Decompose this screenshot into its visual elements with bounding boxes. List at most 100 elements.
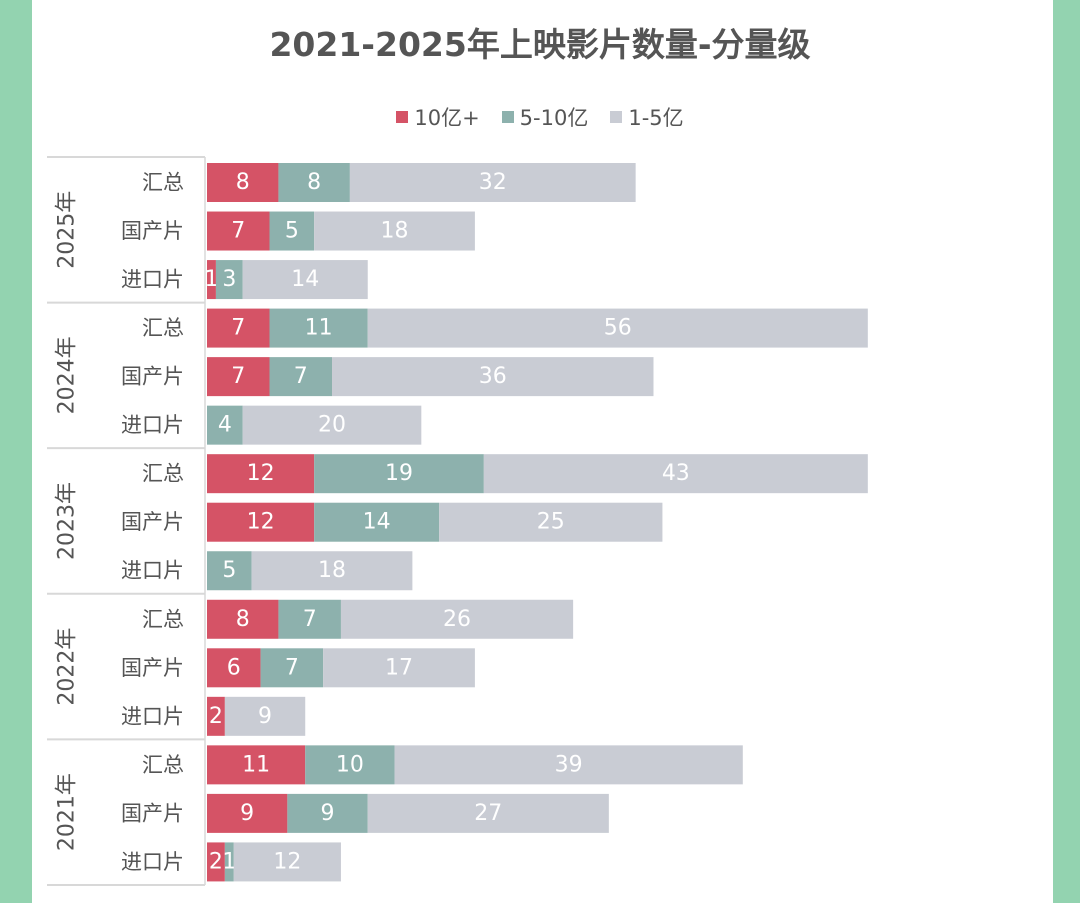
data-label: 14 — [291, 267, 319, 292]
data-label: 1 — [204, 267, 218, 292]
data-label: 7 — [231, 316, 245, 341]
bar-segment — [323, 648, 475, 688]
data-label: 11 — [242, 752, 270, 777]
category-label: 进口片 — [121, 559, 184, 583]
bar-segment — [207, 696, 225, 736]
bar-segment — [278, 599, 341, 639]
data-label: 9 — [240, 801, 254, 826]
legend-item-10yi-plus: 10亿+ — [396, 102, 480, 132]
year-label: 2021年 — [55, 773, 80, 851]
bar-segment — [207, 357, 270, 397]
category-label: 汇总 — [142, 171, 184, 195]
category-label: 国产片 — [121, 801, 184, 825]
data-label: 18 — [381, 219, 409, 244]
data-label: 56 — [604, 316, 632, 341]
data-label: 19 — [385, 461, 413, 486]
bar-segment — [207, 599, 279, 639]
data-label: 10 — [336, 752, 364, 777]
bar-segment — [439, 502, 663, 542]
data-label: 36 — [479, 364, 507, 389]
bar-segment — [207, 405, 243, 445]
chart-title: 2021-2025年上映影片数量-分量级 — [269, 25, 811, 64]
category-label: 国产片 — [121, 219, 184, 243]
data-label: 6 — [227, 655, 241, 680]
category-label: 国产片 — [121, 656, 184, 680]
data-label: 5 — [222, 558, 236, 583]
category-label: 国产片 — [121, 365, 184, 389]
data-label: 39 — [555, 752, 583, 777]
bar-segment — [314, 502, 440, 542]
data-label: 9 — [258, 704, 272, 729]
bar-segment — [207, 502, 315, 542]
bar-segment — [207, 842, 225, 882]
data-label: 8 — [236, 170, 250, 195]
data-label: 4 — [218, 413, 232, 438]
bar-segment — [340, 599, 574, 639]
bar-segment — [207, 745, 306, 785]
category-label: 汇总 — [142, 316, 184, 340]
bar-segment — [305, 745, 395, 785]
data-label: 12 — [247, 461, 275, 486]
category-label: 国产片 — [121, 510, 184, 534]
bar-segment — [394, 745, 743, 785]
data-label: 5 — [285, 219, 299, 244]
bar-segment — [207, 260, 216, 300]
legend-swatch-red — [396, 111, 409, 123]
legend-label: 10亿+ — [414, 106, 480, 130]
legend-label: 1-5亿 — [628, 106, 684, 130]
bar-segment — [207, 211, 270, 251]
legend-item-1-5yi: 1-5亿 — [610, 102, 684, 132]
bar-segment — [367, 793, 609, 833]
year-label: 2024年 — [55, 336, 80, 414]
legend-swatch-teal — [501, 111, 514, 123]
year-label: 2025年 — [55, 191, 80, 269]
bar-segment — [278, 163, 350, 202]
data-label: 9 — [321, 801, 335, 826]
data-label: 12 — [273, 849, 301, 874]
bar-segment — [207, 551, 252, 591]
bar-segment — [269, 308, 368, 348]
data-label: 7 — [303, 607, 317, 632]
bar-segment — [207, 648, 261, 688]
bar-segment — [287, 793, 368, 833]
bar-segment — [242, 260, 368, 300]
bar-segment — [224, 696, 306, 736]
bar-segment — [242, 405, 422, 445]
bar-segment — [269, 211, 315, 251]
bar-segment — [233, 842, 341, 882]
legend-swatch-gray — [610, 111, 623, 123]
bar-segment — [224, 842, 234, 882]
data-label: 8 — [307, 170, 321, 195]
data-label: 1 — [222, 849, 236, 874]
category-label: 汇总 — [142, 462, 184, 486]
bar-segment — [483, 454, 868, 494]
data-label: 43 — [662, 461, 690, 486]
data-label: 7 — [231, 364, 245, 389]
data-label: 27 — [474, 801, 502, 826]
bar-segment — [207, 793, 288, 833]
bar-segment — [207, 454, 315, 494]
bar-segment — [215, 260, 243, 300]
chart-legend: 10亿+ 5-10亿 1-5亿 — [0, 102, 1080, 132]
bar-segment — [207, 163, 279, 202]
data-label: 8 — [236, 607, 250, 632]
legend-label: 5-10亿 — [519, 106, 589, 130]
data-label: 7 — [231, 219, 245, 244]
bar-segment — [260, 648, 324, 688]
data-label: 18 — [318, 558, 346, 583]
data-label: 17 — [385, 655, 413, 680]
bar-segment — [269, 357, 333, 397]
data-label: 12 — [247, 510, 275, 535]
data-label: 20 — [318, 413, 346, 438]
data-label: 3 — [222, 267, 236, 292]
right-green-border — [1053, 0, 1080, 903]
year-label: 2023年 — [55, 482, 80, 560]
category-label: 进口片 — [121, 704, 184, 728]
category-label: 汇总 — [142, 607, 184, 631]
data-label: 14 — [363, 510, 391, 535]
category-label: 进口片 — [121, 850, 184, 874]
data-label: 7 — [294, 364, 308, 389]
data-label: 7 — [285, 655, 299, 680]
category-label: 进口片 — [121, 268, 184, 292]
